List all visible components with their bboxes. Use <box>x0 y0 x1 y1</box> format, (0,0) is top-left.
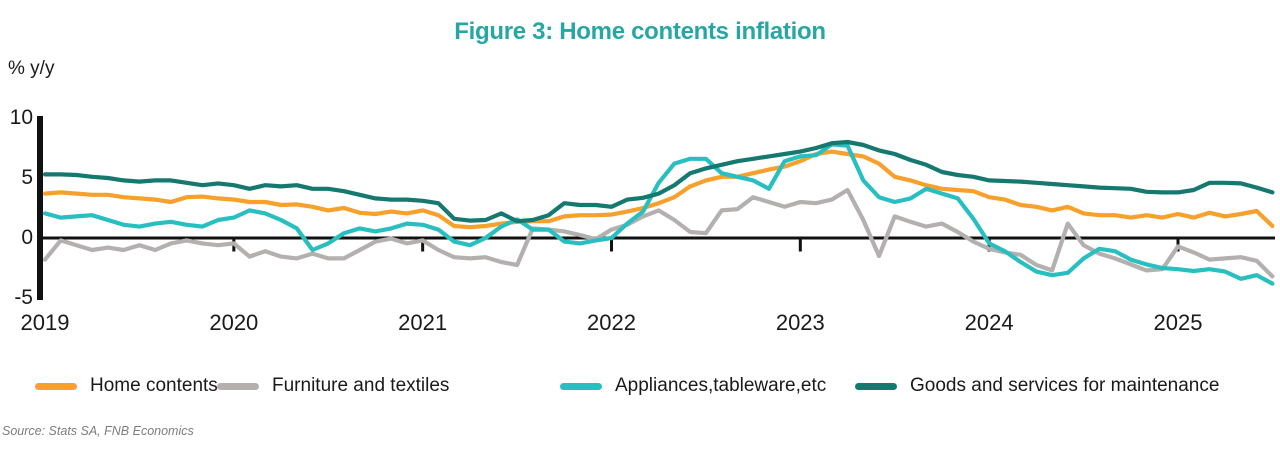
x-axis-label-2021: 2021 <box>398 310 448 335</box>
series-line-furniture <box>42 187 1275 279</box>
series-line-home-contents <box>42 149 1275 230</box>
x-axis-label-2023: 2023 <box>775 310 825 335</box>
x-axis-label-2020: 2020 <box>209 310 259 335</box>
appliances-swatch-icon <box>560 382 602 390</box>
legend-item-goods-services: Goods and services for maintenance <box>855 373 1219 399</box>
legend-item-home-contents: Home contents <box>35 373 218 399</box>
chart-title: Figure 3: Home contents inflation <box>454 18 826 45</box>
furniture-textiles-swatch-icon <box>217 382 259 390</box>
home-contents-swatch-icon <box>35 382 77 390</box>
legend-label: Goods and services for maintenance <box>910 375 1220 396</box>
source-note: Source: Stats SA, FNB Economics <box>2 424 194 438</box>
x-axis-label-2025: 2025 <box>1153 310 1203 335</box>
goods-services-swatch-icon <box>855 382 897 390</box>
series-line-appliances <box>42 142 1275 286</box>
legend-label: Furniture and textiles <box>272 375 450 396</box>
x-axis-label-2019: 2019 <box>20 310 70 335</box>
legend-item-furniture-textiles: Furniture and textiles <box>217 373 449 399</box>
x-axis-label-2022: 2022 <box>587 310 636 335</box>
series-line-goods-services <box>42 139 1275 224</box>
legend-label: Home contents <box>90 375 218 396</box>
y-axis-label--5: -5 <box>14 286 33 309</box>
y-axis-label-10: 10 <box>9 106 33 129</box>
chart-legend: Home contents Furniture and textiles App… <box>0 373 1280 399</box>
y-axis-unit-label: % y/y <box>8 58 55 79</box>
y-axis-label-0: 0 <box>21 226 33 249</box>
legend-item-appliances: Appliances,tableware,etc <box>560 373 826 399</box>
y-axis-label-5: 5 <box>21 166 33 189</box>
x-axis-label-2024: 2024 <box>964 310 1014 335</box>
legend-label: Appliances,tableware,etc <box>615 375 827 396</box>
